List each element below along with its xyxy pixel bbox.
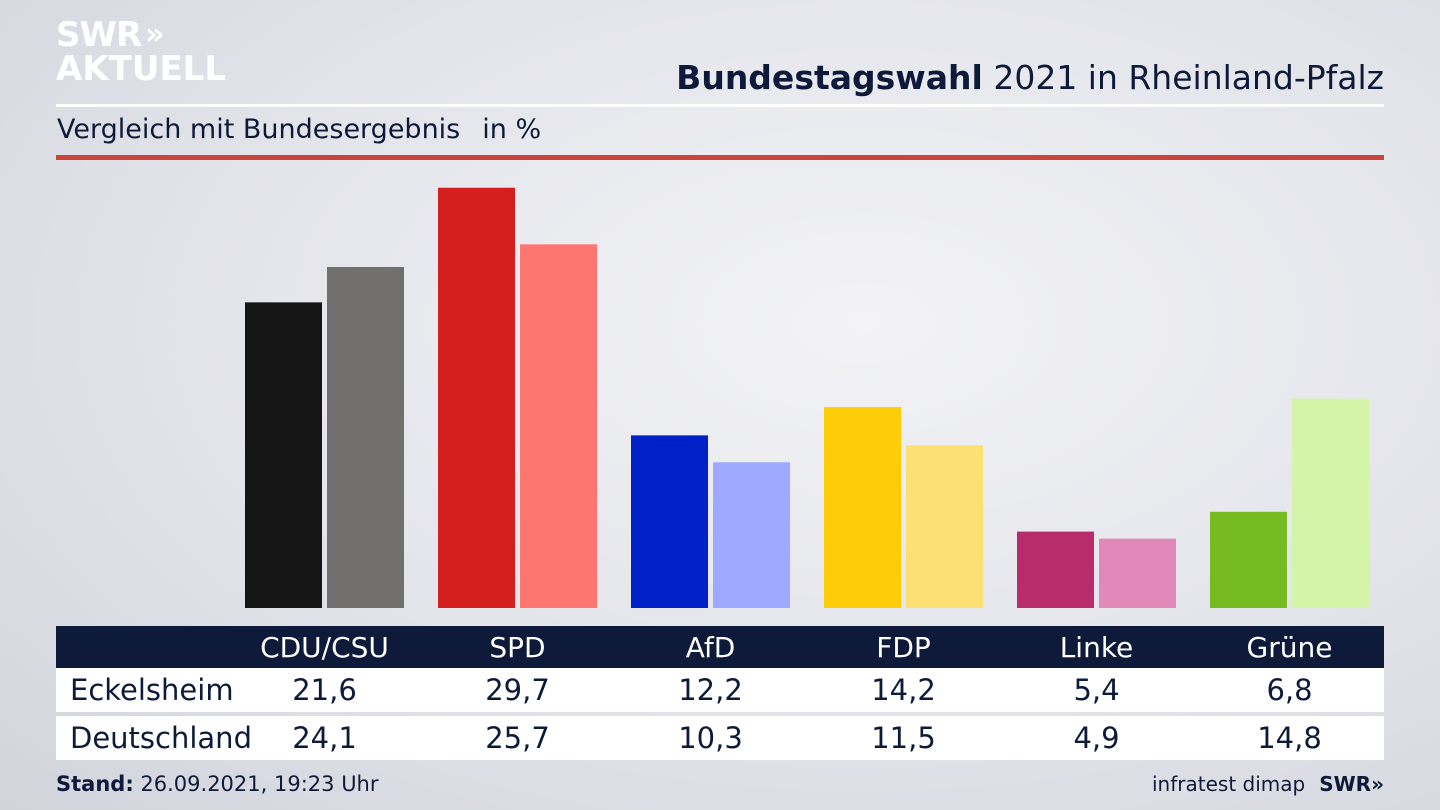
column-header-afd: AfD [685, 630, 736, 664]
bar-fdp-deutschland [906, 445, 983, 608]
row-label-deutschland: Deutschland [70, 721, 252, 755]
title-rest: 2021 in Rheinland-Pfalz [993, 58, 1384, 97]
bar-spd-eckelsheim [438, 187, 515, 608]
results-table: CDU/CSU SPD AfD FDP Linke Grüne Eckelsheim 21… [56, 626, 1384, 760]
value-linke-deutschland: 4,9 [1073, 721, 1120, 755]
value-spd-deutschland: 25,7 [485, 721, 550, 755]
bar-afd-eckelsheim [631, 435, 708, 608]
stand-label: Stand: [56, 772, 134, 796]
table-row-eckelsheim: Eckelsheim 21,6 29,7 12,2 14,2 5,4 6,8 [56, 668, 1384, 712]
value-cdu-csu-eckelsheim: 21,6 [292, 673, 357, 707]
subtitle-divider [56, 155, 1384, 160]
timestamp: Stand: 26.09.2021, 19:23 Uhr [56, 772, 379, 796]
value-gr-ne-eckelsheim: 6,8 [1266, 673, 1313, 707]
value-afd-eckelsheim: 12,2 [678, 673, 743, 707]
title-bold: Bundestagswahl [676, 58, 983, 97]
value-spd-eckelsheim: 29,7 [485, 673, 550, 707]
value-cdu-csu-deutschland: 24,1 [292, 721, 357, 755]
column-header-fdp: FDP [876, 630, 931, 664]
bar-cdu-csu-deutschland [327, 266, 404, 608]
logo-aktuell: AKTUELL [56, 49, 227, 89]
value-fdp-eckelsheim: 14,2 [871, 673, 936, 707]
bar-fdp-eckelsheim [824, 407, 901, 608]
bar-cdu-csu-eckelsheim [245, 302, 322, 608]
stand-value: 26.09.2021, 19:23 Uhr [140, 772, 379, 796]
bar-chart [245, 187, 1369, 608]
bar-linke-deutschland [1099, 538, 1176, 608]
logo-swr: SWR [56, 15, 142, 55]
subtitle-unit: in % [482, 114, 542, 145]
column-header-cdu-csu: CDU/CSU [260, 630, 389, 664]
chart-subtitle: Vergleich mit Bundesergebnis in % [57, 114, 541, 145]
source-credit: infratest dimap SWR» [1152, 772, 1384, 796]
value-afd-deutschland: 10,3 [678, 721, 743, 755]
value-linke-eckelsheim: 5,4 [1073, 673, 1120, 707]
swr-brand: SWR» [1319, 772, 1384, 796]
swr-aktuell-logo: SWR» AKTUELL [56, 15, 227, 89]
bar-afd-deutschland [713, 462, 790, 608]
column-header-linke: Linke [1059, 630, 1134, 664]
value-fdp-deutschland: 11,5 [871, 721, 936, 755]
subtitle-text: Vergleich mit Bundesergebnis [57, 114, 461, 145]
table-row-deutschland: Deutschland 24,1 25,7 10,3 11,5 4,9 14,8 [56, 716, 1384, 760]
table-header: CDU/CSU SPD AfD FDP Linke Grüne [56, 626, 1384, 668]
bar-linke-eckelsheim [1017, 531, 1094, 608]
source-text: infratest dimap [1152, 772, 1306, 796]
page-title: Bundestagswahl 2021 in Rheinland-Pfalz [676, 58, 1384, 97]
bar-spd-deutschland [520, 244, 597, 608]
bar-gr-ne-eckelsheim [1210, 511, 1287, 608]
column-header-spd: SPD [489, 630, 546, 664]
row-label-eckelsheim: Eckelsheim [70, 673, 234, 707]
value-gr-ne-deutschland: 14,8 [1257, 721, 1322, 755]
column-header-gr-ne: Grüne [1246, 630, 1333, 664]
bar-gr-ne-deutschland [1292, 398, 1369, 608]
title-divider [56, 104, 1384, 107]
